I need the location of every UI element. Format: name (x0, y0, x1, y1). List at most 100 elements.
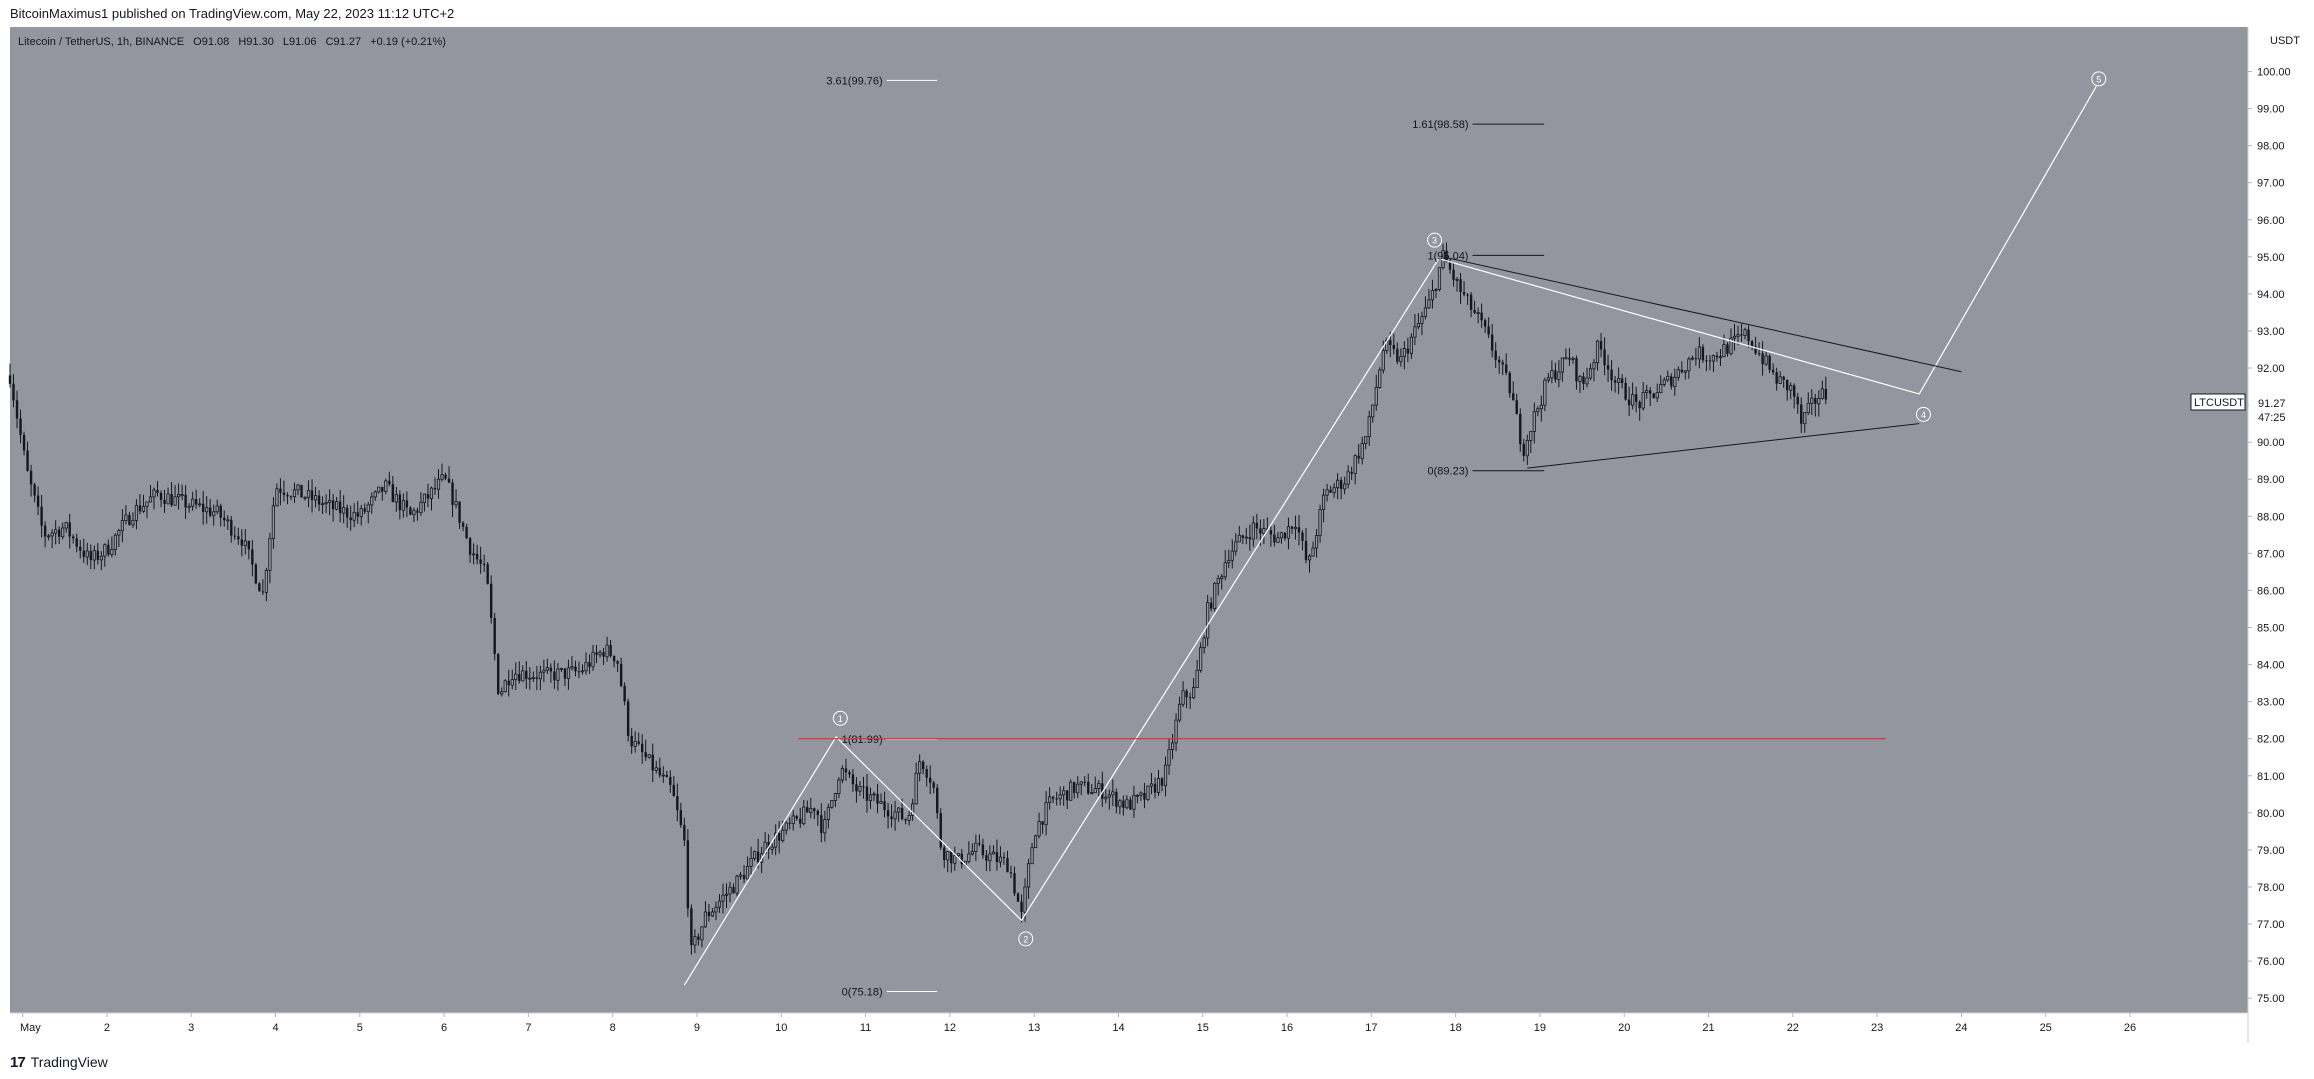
fib-level-label: 0(89.23) (1428, 466, 1469, 478)
price-axis-label: 94.00 (2257, 289, 2285, 301)
candle-body (384, 480, 388, 493)
candle-body (637, 741, 640, 744)
candle-body (1213, 582, 1217, 609)
candle-body (429, 487, 434, 499)
candle-body (1627, 399, 1631, 406)
time-axis[interactable]: May 2 3 4 5 6 7 8 9 10 11 12 13 14 15 16 17 18 19 20 21 22 23 2… (20, 1013, 2136, 1034)
candle-body (1437, 267, 1442, 290)
candle-body (475, 553, 479, 560)
candle-body (156, 489, 159, 493)
candle-body (1307, 555, 1312, 561)
candle-body (1532, 411, 1536, 432)
candle-body (180, 494, 184, 496)
time-axis-label: 5 (357, 1022, 363, 1034)
candle-body (64, 522, 68, 529)
candle-body (342, 507, 346, 514)
wave-label-circle (2091, 71, 2107, 87)
candle-body (728, 886, 732, 895)
candle-body (1546, 377, 1550, 381)
candle-body (1199, 647, 1203, 671)
candle-body (1645, 390, 1649, 393)
candle-body (676, 796, 679, 811)
candle-body (152, 489, 156, 498)
candle-body (1079, 781, 1083, 785)
candle-body (1473, 309, 1476, 313)
candle-body (1582, 376, 1585, 384)
candle-body (556, 668, 560, 681)
price-axis-label: 92.00 (2257, 363, 2285, 375)
candle-body (328, 499, 332, 503)
candle-body (1764, 355, 1768, 365)
candle-body (623, 685, 626, 702)
candle-body (1185, 690, 1188, 698)
candle-body (1747, 329, 1750, 342)
candle-body (960, 853, 964, 865)
candle-body (1065, 790, 1069, 801)
candle-body (401, 500, 405, 511)
candle-body (879, 800, 883, 804)
candle-body (654, 767, 658, 771)
legend-change: +0.19 (+0.21%) (370, 36, 446, 48)
candle-body (535, 677, 539, 679)
time-axis-label: 7 (525, 1022, 531, 1034)
price-axis-label: 96.00 (2257, 215, 2285, 227)
candle-body (363, 508, 366, 512)
candle-body (858, 785, 862, 792)
candle-body (1139, 792, 1143, 796)
candle-body (605, 644, 609, 658)
fib-level-label: 0(75.18) (842, 987, 883, 999)
tradingview-logo[interactable]: 17 TradingView (10, 1052, 108, 1072)
price-axis-label: 90.00 (2257, 437, 2285, 449)
candle-body (953, 855, 957, 864)
candle-body (79, 546, 82, 551)
candle-body (647, 754, 651, 758)
candle-body (1314, 535, 1319, 549)
candle-body (1090, 792, 1094, 795)
candle-body (1814, 398, 1817, 404)
candle-body (194, 499, 198, 505)
candle-body (320, 503, 325, 506)
candle-body (215, 505, 219, 513)
candle-body (176, 494, 181, 498)
candle-body (1462, 292, 1466, 295)
candle-body (12, 383, 15, 401)
candle-body (75, 538, 78, 547)
candle-body (268, 538, 272, 571)
candle-body (1423, 307, 1428, 317)
candle-body (1311, 547, 1315, 557)
candle-body (563, 668, 567, 679)
candle-body (1536, 408, 1540, 413)
candle-body (1466, 294, 1469, 296)
candle-body (1350, 471, 1353, 474)
candle-body (205, 507, 209, 513)
candle-body (40, 506, 43, 526)
candle-body (1346, 471, 1350, 485)
candle-body (1810, 397, 1814, 404)
candle-body (784, 822, 788, 831)
candle-body (1336, 479, 1340, 489)
candle-body (1680, 369, 1684, 373)
candle-body (1701, 346, 1705, 361)
candle-body (1803, 412, 1807, 425)
candle-body (1097, 782, 1101, 789)
candle-body (1420, 316, 1424, 324)
candle-body (1606, 365, 1610, 370)
candle-body (1321, 494, 1326, 511)
candle-body (658, 767, 661, 776)
candle-body (1325, 489, 1329, 496)
candle-body (1743, 329, 1747, 336)
wave-label: 4 (1921, 410, 1926, 420)
candle-body (826, 806, 830, 821)
candle-body (416, 510, 419, 513)
candle-body (998, 856, 1003, 863)
candle-body (1339, 480, 1343, 489)
candle-body (1174, 719, 1178, 744)
candle-body (1073, 782, 1076, 793)
candle-body (208, 507, 212, 516)
time-axis-label: 18 (1450, 1022, 1462, 1034)
candle-body (120, 520, 124, 532)
candle-body (1483, 320, 1487, 327)
candle-body (1195, 669, 1199, 688)
candle-body (1273, 534, 1276, 543)
